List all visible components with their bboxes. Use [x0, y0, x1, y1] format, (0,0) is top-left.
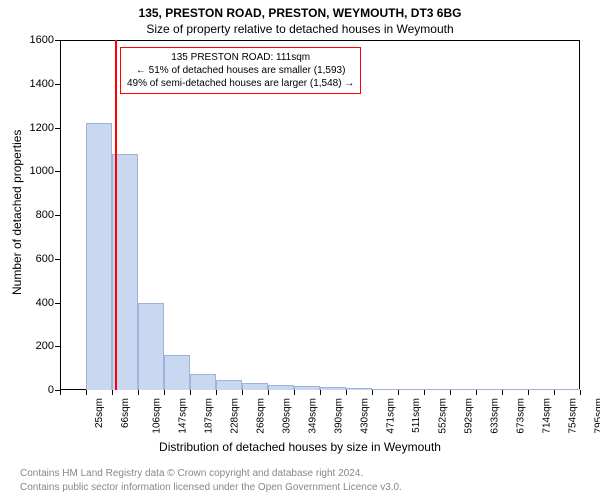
xtick-mark: [294, 390, 295, 395]
ytick-label: 400: [36, 297, 54, 309]
histogram-bar: [138, 303, 164, 391]
xtick-mark: [112, 390, 113, 395]
xtick-mark: [554, 390, 555, 395]
chart-title-sub: Size of property relative to detached ho…: [0, 22, 600, 36]
histogram-bar: [450, 389, 476, 390]
xtick-label: 268sqm: [256, 398, 267, 434]
xtick-label: 187sqm: [204, 398, 215, 434]
ytick-label: 600: [36, 253, 54, 265]
histogram-bar: [398, 389, 424, 390]
xtick-mark: [528, 390, 529, 395]
ytick-mark: [55, 303, 60, 304]
xtick-label: 552sqm: [438, 398, 449, 434]
xtick-mark: [424, 390, 425, 395]
histogram-bar: [320, 387, 346, 391]
ytick-mark: [55, 259, 60, 260]
histogram-bar: [164, 355, 190, 390]
histogram-bar: [268, 385, 294, 390]
histogram-bar: [294, 386, 320, 390]
xtick-label: 471sqm: [386, 398, 397, 434]
footer-text-1: Contains HM Land Registry data © Crown c…: [20, 468, 363, 479]
ytick-mark: [55, 84, 60, 85]
y-axis-label: Number of detached properties: [10, 130, 24, 295]
xtick-label: 795sqm: [594, 398, 600, 434]
xtick-label: 25sqm: [94, 398, 105, 428]
xtick-mark: [86, 390, 87, 395]
histogram-bar: [372, 389, 398, 390]
xtick-label: 511sqm: [411, 398, 422, 433]
xtick-mark: [450, 390, 451, 395]
chart-title-main: 135, PRESTON ROAD, PRESTON, WEYMOUTH, DT…: [0, 6, 600, 20]
histogram-bar: [346, 388, 372, 390]
annotation-box: 135 PRESTON ROAD: 111sqm ← 51% of detach…: [120, 47, 361, 94]
ytick-mark: [55, 171, 60, 172]
xtick-label: 592sqm: [464, 398, 475, 434]
xtick-mark: [242, 390, 243, 395]
histogram-bar: [242, 383, 268, 390]
xtick-label: 714sqm: [542, 398, 553, 434]
ytick-label: 800: [36, 209, 54, 221]
xtick-mark: [580, 390, 581, 395]
histogram-bar: [216, 380, 242, 391]
xtick-label: 673sqm: [516, 398, 527, 434]
annotation-line-3: 49% of semi-detached houses are larger (…: [127, 77, 354, 90]
histogram-bar: [190, 374, 216, 390]
xtick-mark: [164, 390, 165, 395]
xtick-mark: [502, 390, 503, 395]
histogram-bar: [554, 389, 580, 390]
axis-border: [60, 40, 61, 390]
histogram-bar: [502, 389, 528, 390]
xtick-mark: [216, 390, 217, 395]
xtick-mark: [398, 390, 399, 395]
chart-container: 135, PRESTON ROAD, PRESTON, WEYMOUTH, DT…: [0, 0, 600, 500]
xtick-label: 147sqm: [178, 398, 189, 434]
axis-border: [60, 40, 580, 41]
xtick-label: 106sqm: [152, 398, 163, 434]
ytick-mark: [55, 346, 60, 347]
xtick-label: 390sqm: [334, 398, 345, 434]
xtick-mark: [268, 390, 269, 395]
histogram-bar: [476, 389, 502, 390]
ytick-label: 1600: [30, 34, 54, 46]
xtick-mark: [476, 390, 477, 395]
footer-text-2: Contains public sector information licen…: [20, 482, 402, 493]
xtick-mark: [346, 390, 347, 395]
xtick-mark: [60, 390, 61, 395]
xtick-mark: [190, 390, 191, 395]
annotation-line-1: 135 PRESTON ROAD: 111sqm: [127, 51, 354, 64]
ytick-label: 200: [36, 340, 54, 352]
xtick-label: 66sqm: [120, 398, 131, 428]
ytick-label: 1000: [30, 165, 54, 177]
histogram-bar: [528, 389, 554, 390]
annotation-line-2: ← 51% of detached houses are smaller (1,…: [127, 64, 354, 77]
ytick-label: 1200: [30, 122, 54, 134]
ytick-mark: [55, 40, 60, 41]
x-axis-label: Distribution of detached houses by size …: [0, 440, 600, 454]
xtick-label: 228sqm: [230, 398, 241, 434]
xtick-label: 754sqm: [568, 398, 579, 434]
reference-marker-line: [115, 40, 117, 390]
xtick-mark: [372, 390, 373, 395]
ytick-mark: [55, 128, 60, 129]
ytick-label: 0: [48, 384, 54, 396]
ytick-label: 1400: [30, 78, 54, 90]
xtick-mark: [138, 390, 139, 395]
histogram-bar: [86, 123, 112, 390]
xtick-label: 349sqm: [308, 398, 319, 434]
histogram-bar: [424, 389, 450, 390]
xtick-label: 309sqm: [282, 398, 293, 434]
axis-border: [579, 40, 580, 390]
xtick-label: 633sqm: [490, 398, 501, 434]
ytick-mark: [55, 215, 60, 216]
xtick-mark: [320, 390, 321, 395]
xtick-label: 430sqm: [360, 398, 371, 434]
